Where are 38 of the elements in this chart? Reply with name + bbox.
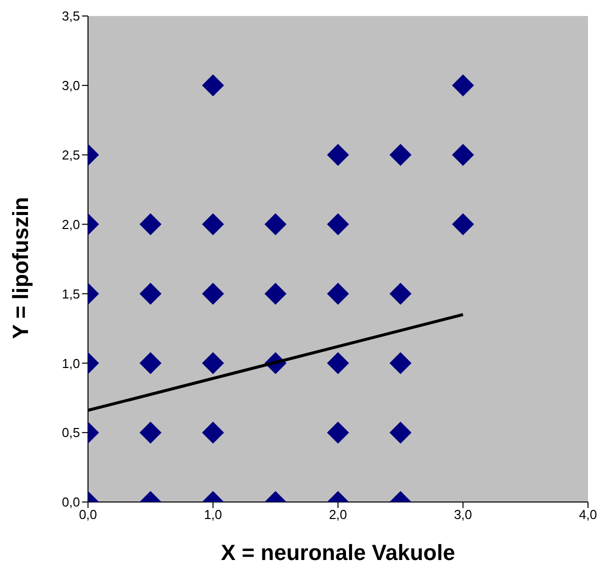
y-axis-title: Y = lipofuszin (8, 196, 33, 339)
x-axis-title: X = neuronale Vakuole (220, 540, 456, 565)
x-tick-label: 3,0 (454, 507, 472, 522)
y-tick-label: 2,5 (62, 147, 80, 162)
point (202, 74, 224, 96)
point (264, 282, 286, 305)
point (327, 422, 349, 444)
point (140, 282, 162, 305)
point (327, 213, 349, 236)
point (452, 144, 474, 166)
point (140, 352, 162, 374)
x-tick-label: 4,0 (578, 507, 598, 522)
point (202, 213, 224, 236)
x-tick-label: 2,0 (328, 507, 348, 522)
x-tick-label: 1,0 (204, 507, 222, 522)
point (327, 282, 349, 305)
point (202, 352, 224, 374)
y-tick-label: 1,0 (62, 356, 80, 371)
point (390, 282, 412, 305)
point (390, 352, 412, 374)
point (327, 144, 349, 166)
x-tick-label: 0,0 (78, 507, 98, 522)
point (202, 282, 224, 305)
y-tick-label: 0,5 (62, 425, 80, 440)
y-tick-label: 3,5 (62, 8, 80, 24)
point (452, 213, 474, 236)
point (327, 352, 349, 374)
point (264, 213, 286, 236)
point (452, 74, 474, 96)
point (202, 422, 224, 444)
y-tick-label: 3,0 (62, 78, 80, 94)
y-tick-label: 1,5 (62, 286, 80, 302)
y-tick-label: 0,0 (62, 494, 80, 510)
point (390, 144, 412, 166)
y-tick-label: 2,0 (62, 216, 80, 232)
point (140, 422, 162, 444)
point (390, 422, 412, 444)
point (140, 213, 162, 236)
